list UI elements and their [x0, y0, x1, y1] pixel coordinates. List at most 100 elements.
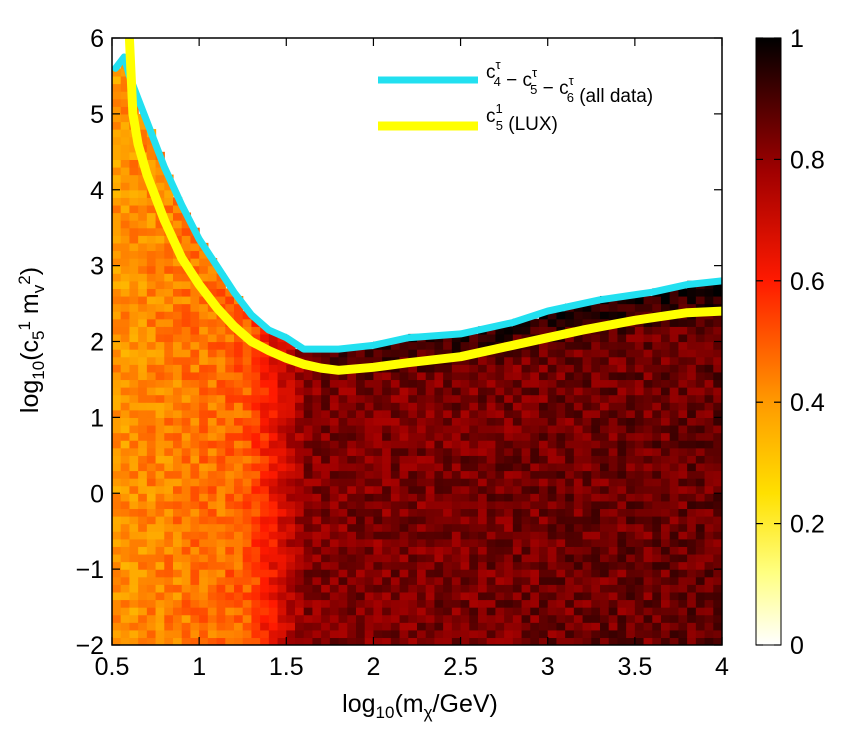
heatmap-cell — [146, 303, 157, 312]
colorbar — [755, 37, 782, 646]
heatmap-cell — [242, 341, 253, 350]
heatmap-cell — [129, 258, 139, 267]
heatmap-cell — [373, 447, 383, 456]
heatmap-cell — [173, 584, 183, 593]
heatmap-cell — [399, 470, 409, 479]
heatmap-cell — [617, 303, 627, 312]
heatmap-cell — [164, 508, 174, 517]
heatmap-cell — [451, 333, 462, 343]
heatmap-cell — [347, 523, 357, 532]
heatmap-cell — [399, 409, 409, 418]
heatmap-cell — [573, 576, 584, 585]
heatmap-cell — [190, 553, 200, 563]
heatmap-cell — [443, 417, 453, 426]
heatmap-cell — [329, 478, 340, 487]
heatmap-cell — [303, 409, 314, 418]
heatmap-cell — [138, 629, 148, 639]
heatmap-cell — [443, 394, 453, 403]
heatmap-cell — [460, 614, 470, 623]
heatmap-cell — [260, 614, 270, 623]
heatmap-cell — [173, 212, 183, 221]
heatmap-cell — [155, 394, 165, 403]
heatmap-cell — [303, 455, 314, 464]
heatmap-cell — [495, 576, 505, 585]
heatmap-cell — [329, 500, 340, 510]
heatmap-cell — [565, 371, 575, 381]
heatmap-cell — [443, 561, 453, 570]
heatmap-cell — [295, 538, 305, 547]
heatmap-cell — [390, 500, 401, 510]
heatmap-cell — [129, 166, 139, 176]
heatmap-cell — [573, 516, 584, 525]
heatmap-cell — [451, 424, 462, 434]
heatmap-cell — [443, 462, 453, 472]
heatmap-cell — [643, 637, 653, 645]
heatmap-cell — [547, 402, 558, 411]
heatmap-cell — [382, 584, 392, 593]
heatmap-cell — [225, 576, 235, 585]
heatmap-cell — [199, 447, 209, 456]
heatmap-cell — [181, 523, 192, 532]
heatmap-cell — [495, 637, 505, 645]
heatmap-cell — [347, 432, 357, 441]
heatmap-cell — [390, 569, 401, 578]
heatmap-cell — [329, 485, 340, 494]
heatmap-cell — [181, 470, 192, 479]
heatmap-cell — [661, 326, 671, 335]
heatmap-cell — [600, 629, 610, 639]
heatmap-cell — [478, 409, 488, 418]
heatmap-cell — [164, 591, 174, 601]
heatmap-cell — [478, 553, 488, 563]
heatmap-cell — [478, 516, 488, 525]
heatmap-cell — [678, 470, 688, 479]
heatmap-cell — [382, 379, 392, 388]
heatmap-cell — [129, 235, 139, 244]
heatmap-cell — [260, 470, 270, 479]
heatmap-cell — [164, 553, 174, 563]
heatmap-cell — [207, 265, 218, 274]
heatmap-cell — [138, 447, 148, 456]
y-tick-label: 3 — [90, 253, 104, 281]
y-tick-label: 5 — [90, 101, 104, 129]
heatmap-cell — [138, 402, 148, 411]
heatmap-cell — [260, 394, 270, 403]
heatmap-cell — [338, 516, 348, 525]
heatmap-cell — [181, 303, 192, 312]
heatmap-cell — [129, 204, 139, 214]
heatmap-cell — [425, 516, 436, 525]
heatmap-cell — [469, 561, 479, 570]
legend: cτ 4 − cτ 5 − cτ 6 (all data) c1 5 (LUX) — [378, 57, 653, 135]
heatmap-cell — [216, 432, 226, 441]
heatmap-cell — [565, 561, 575, 570]
heatmap-cell — [617, 387, 627, 396]
heatmap-cell — [338, 462, 348, 472]
heatmap-cell — [469, 531, 479, 540]
heatmap-cell — [251, 508, 261, 517]
heatmap-cell — [495, 462, 505, 472]
heatmap-cell — [521, 326, 531, 335]
heatmap-cell — [390, 538, 401, 547]
heatmap-cell — [634, 462, 645, 472]
heatmap-cell — [138, 546, 148, 555]
heatmap-cell — [451, 523, 462, 532]
heatmap-cell — [652, 478, 662, 487]
heatmap-cell — [704, 349, 714, 358]
heatmap-cell — [251, 553, 261, 563]
heatmap-cell — [652, 531, 662, 540]
heatmap-cell — [486, 462, 497, 472]
heatmap-cell — [173, 462, 183, 472]
heatmap-cell — [695, 591, 706, 601]
heatmap-cell — [600, 303, 610, 312]
heatmap-cell — [356, 500, 366, 510]
heatmap-cell — [329, 607, 340, 616]
heatmap-cell — [539, 447, 549, 456]
heatmap-cell — [695, 569, 706, 578]
heatmap-cell — [356, 614, 366, 623]
series-layer — [112, 38, 722, 375]
heatmap-cell — [713, 637, 722, 645]
heatmap-cell — [704, 364, 714, 373]
heatmap-cell — [695, 493, 706, 502]
heatmap-cell — [225, 455, 235, 464]
heatmap-cell — [713, 629, 722, 639]
heatmap-cell — [181, 462, 192, 472]
